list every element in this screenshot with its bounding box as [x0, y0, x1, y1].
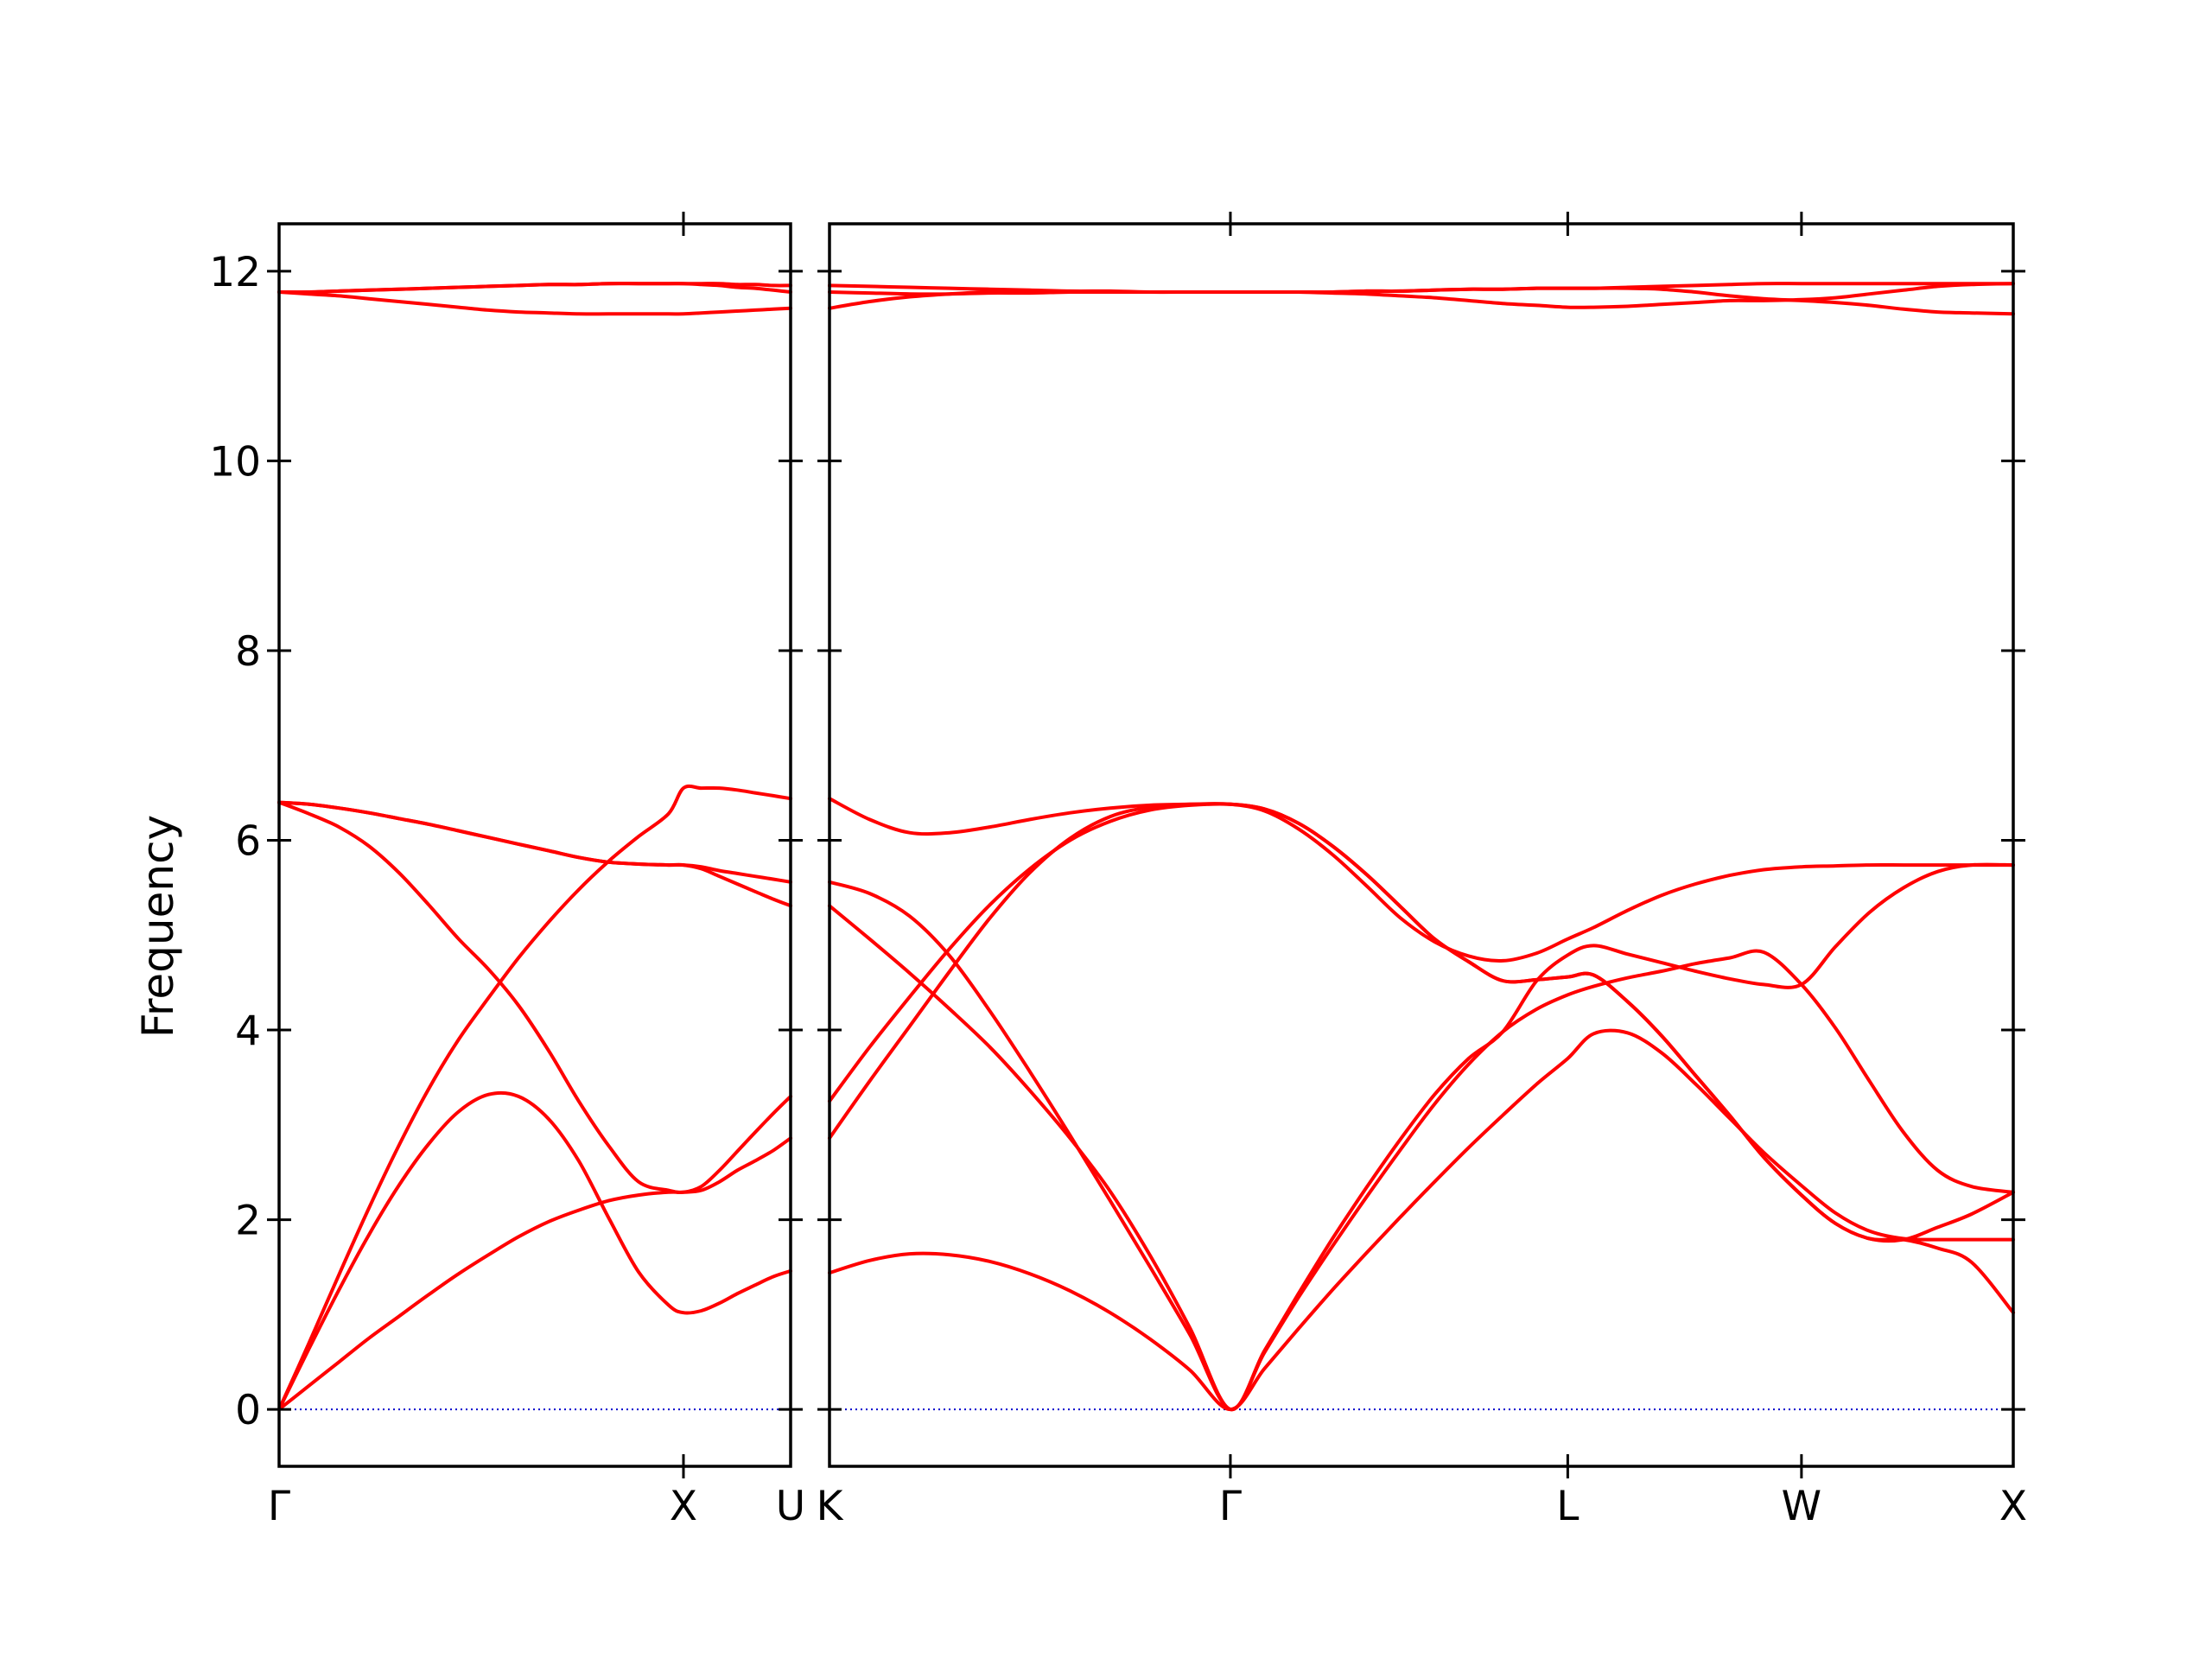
band-line-panel2-6 — [828, 802, 2015, 1141]
y-tick-label: 2 — [235, 1198, 261, 1245]
y-tick-label: 4 — [235, 1007, 261, 1055]
x-tick-label-panel2-2: Γ — [1219, 1483, 1242, 1530]
y-tick-label: 10 — [209, 438, 261, 486]
x-tick-label-panel1-1: Γ — [268, 1483, 290, 1530]
band-line-panel2-9 — [828, 282, 2015, 295]
y-tick-label: 12 — [209, 249, 261, 296]
band-line-panel2-7 — [828, 282, 2015, 310]
band-line-panel1-6 — [277, 800, 792, 908]
y-tick-label: 6 — [235, 818, 261, 866]
panel-frames — [277, 222, 2015, 1468]
y-tick-label: 8 — [235, 628, 261, 676]
x-tick-label-panel2-4: W — [1782, 1483, 1821, 1530]
x-tick-label-panel2-5: X — [1999, 1483, 2027, 1530]
band-line-panel2-5 — [828, 862, 2015, 1412]
band-lines — [277, 282, 2015, 1412]
band-line-panel1-2 — [277, 1136, 792, 1412]
band-line-panel2-3 — [828, 797, 2015, 1315]
band-line-panel2-2 — [828, 802, 2015, 1243]
band-line-panel1-3 — [277, 784, 792, 1412]
y-tick-label: 0 — [235, 1387, 261, 1434]
band-line-panel1-9 — [277, 282, 792, 295]
band-line-panel1-1 — [277, 1090, 792, 1412]
band-line-panel2-1 — [828, 1028, 2015, 1412]
y-axis-label: Frequency — [133, 815, 183, 1038]
band-line-panel2-4 — [828, 880, 2015, 1412]
x-tick-label-panel2-1: K — [817, 1483, 844, 1530]
x-tick-label-panel1-2: X — [670, 1483, 697, 1530]
band-line-panel1-5 — [277, 800, 792, 884]
tick-labels: Γ X U K Γ L W X 0 2 4 6 8 10 12 — [209, 249, 2027, 1530]
band-line-panel1-7 — [277, 290, 792, 316]
panel-2-frame — [828, 222, 2015, 1468]
x-tick-label-panel2-3: L — [1556, 1483, 1579, 1530]
band-line-panel1-4 — [277, 800, 792, 1195]
x-tick-label-panel1-3: U — [776, 1483, 805, 1530]
panel-1-frame — [277, 222, 792, 1468]
